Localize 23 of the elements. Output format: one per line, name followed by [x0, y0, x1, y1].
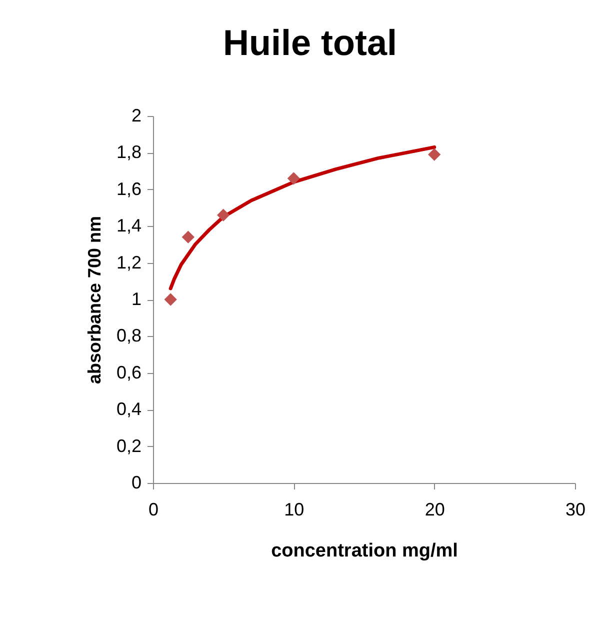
x-tick-label: 10 — [284, 500, 304, 520]
point — [287, 172, 300, 185]
point — [182, 230, 194, 244]
point — [217, 208, 230, 222]
y-tick-label: 0 — [131, 472, 142, 492]
chart-title: Huile total — [222, 22, 398, 63]
y-tick-label: 1,2 — [116, 252, 142, 272]
y-tick-label: 0,4 — [116, 399, 142, 420]
y-tick-label: 1 — [131, 289, 142, 309]
y-tick-label: 2 — [131, 106, 142, 126]
y-tick-label: 0,6 — [116, 362, 142, 382]
y-tick-label: 0,2 — [116, 436, 142, 456]
y-tick-label: 1,8 — [116, 142, 142, 162]
x-axis-title: concentration mg/ml — [271, 540, 458, 562]
y-tick-label: 0,8 — [116, 326, 142, 346]
x-tick-label: 0 — [148, 500, 159, 520]
y-tick-label: 1,4 — [116, 216, 142, 236]
point — [428, 148, 441, 161]
x-tick-label: 30 — [565, 500, 586, 520]
x-tick-label: 20 — [424, 500, 445, 520]
y-axis-title: absorbance 700 nm — [84, 216, 104, 384]
point — [164, 293, 177, 306]
y-tick-label: 1,6 — [116, 178, 142, 199]
